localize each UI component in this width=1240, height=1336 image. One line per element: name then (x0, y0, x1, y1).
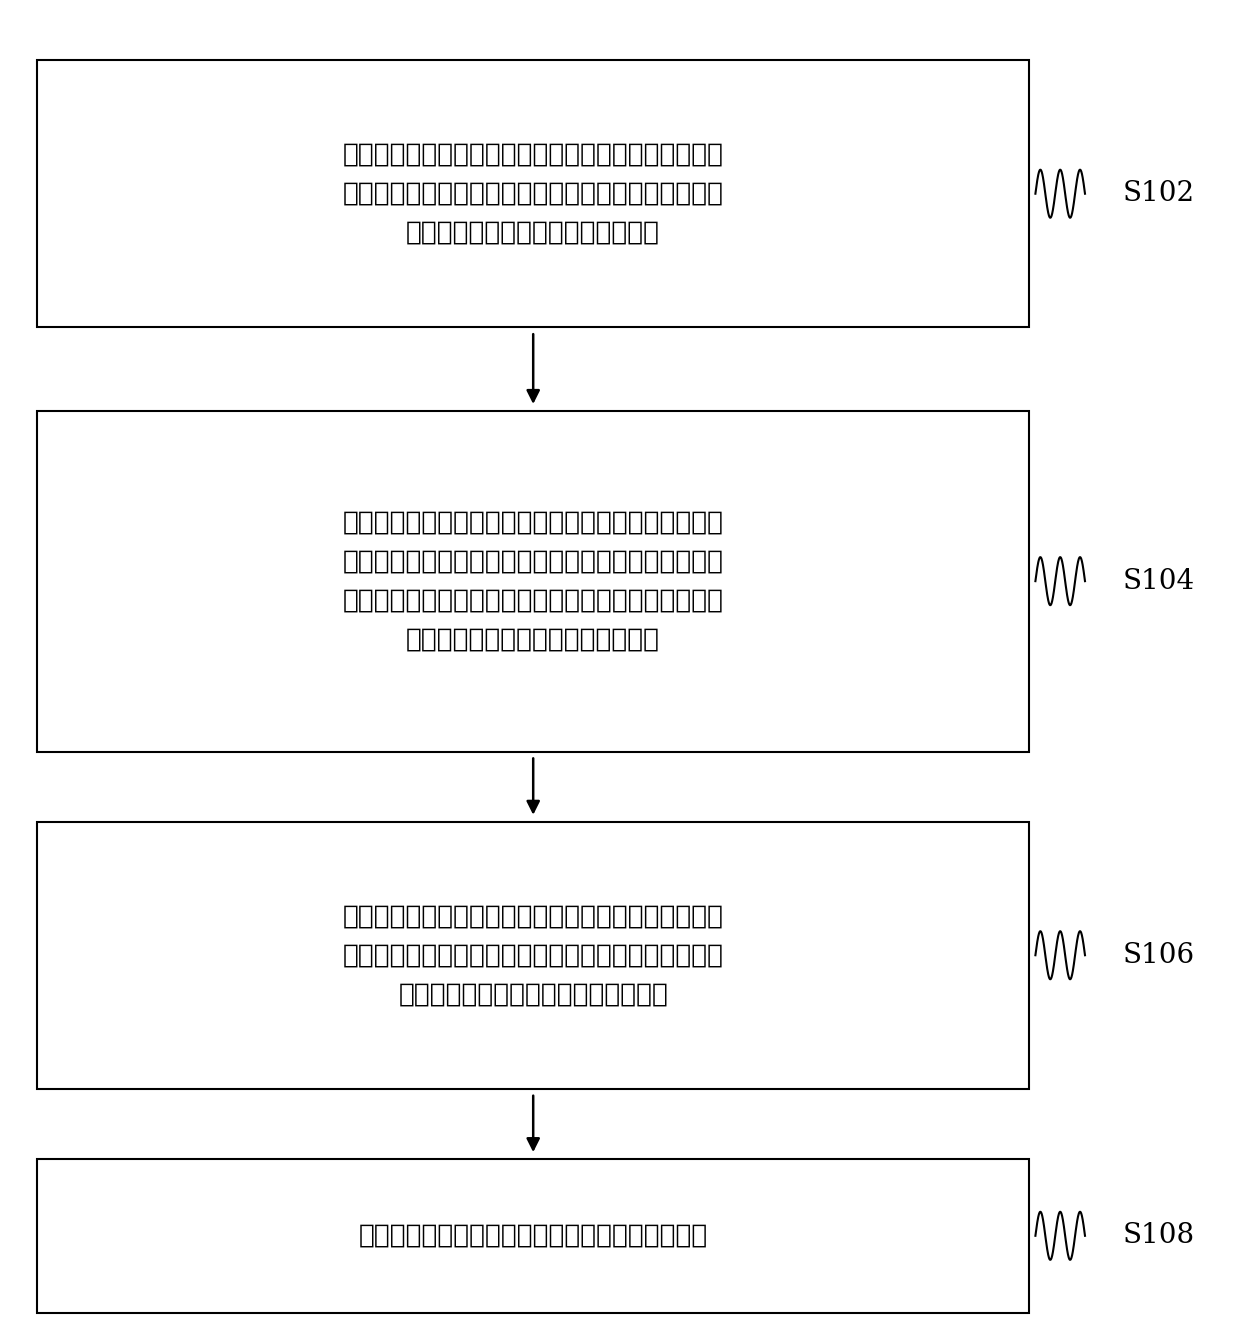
Text: S106: S106 (1122, 942, 1194, 969)
Text: S102: S102 (1122, 180, 1194, 207)
Text: 查找与初始节点对应的第一先驱节点集合和与结束节点
对应的第二先驱节点集合，其中，每个先驱节点集合中
包含：指示预设属性信息的至少一个先驱节点，先驱节
点用于指示: 查找与初始节点对应的第一先驱节点集合和与结束节点 对应的第二先驱节点集合，其中，… (342, 509, 724, 653)
Text: 根据路径节点集合，确定两个节点之间的最短路径: 根据路径节点集合，确定两个节点之间的最短路径 (358, 1222, 708, 1249)
FancyBboxPatch shape (37, 60, 1029, 327)
FancyBboxPatch shape (37, 1158, 1029, 1312)
FancyBboxPatch shape (37, 822, 1029, 1089)
Text: 获取与目标家谱对应的家谱图以及待查询路径的两个节
点，其中，家谱图中至少包括：人物节点和属性信息，
两个节点包括：初始节点和结束节点: 获取与目标家谱对应的家谱图以及待查询路径的两个节 点，其中，家谱图中至少包括：人… (342, 142, 724, 246)
FancyBboxPatch shape (37, 411, 1029, 751)
Text: S104: S104 (1122, 568, 1194, 595)
Text: 在第一先驱节点集合和第二先驱节点集合中存在相同先
驱节点时，依次读取第一先驱节点集合和第二先驱节点
集合中的先驱节点，得到路径节点集合: 在第一先驱节点集合和第二先驱节点集合中存在相同先 驱节点时，依次读取第一先驱节点… (342, 903, 724, 1007)
Text: S108: S108 (1122, 1222, 1194, 1249)
